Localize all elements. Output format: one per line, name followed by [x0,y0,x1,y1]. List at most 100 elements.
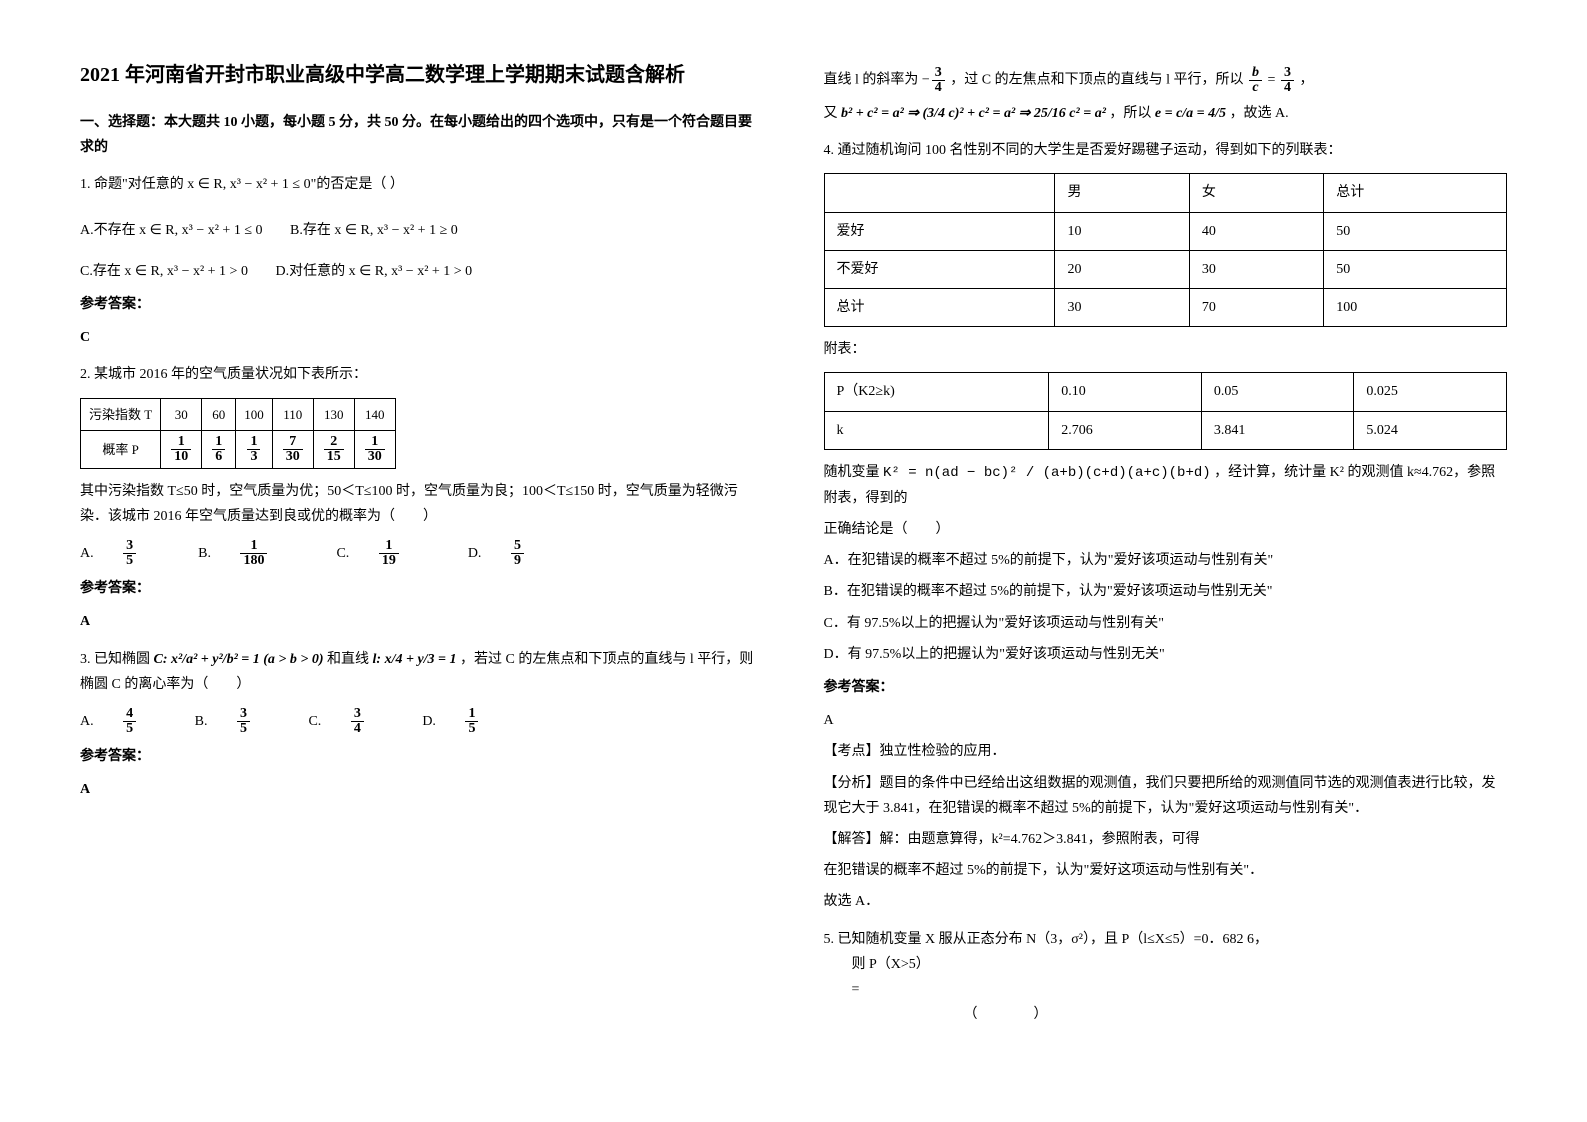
q3-stem-suffix: ，若过 C 的左焦点和下顶点的直线与 l 平行，则 [460,652,753,667]
q3-line: l: x/4 + y/3 = 1 [373,652,457,667]
q3-optD-frac: 15 [465,707,502,736]
q1-optA: A.不存在 x ∈ R, x³ − x² + 1 ≤ 0 [80,223,263,238]
q3-col2-line2-suffix: ，故选 A. [1230,106,1289,121]
q4-t1-c: 男 [1055,174,1189,212]
q3-optC-frac: 34 [351,707,388,736]
q3-solution-line2: 又 b² + c² = a² ⇒ (3/4 c)² + c² = a² ⇒ 25… [824,101,1508,126]
table-row: 不爱好 20 30 50 [824,250,1507,288]
q2-cell: 110 [161,430,202,468]
left-column: 2021 年河南省开封市职业高级中学高二数学理上学期期末试题含解析 一、选择题：… [80,60,764,1062]
q2-th-1: 60 [202,398,236,430]
q3-optA-frac: 45 [123,707,160,736]
question-5: 5. 已知随机变量 X 服从正态分布 N（3，σ²），且 P（l≤X≤5）=0．… [824,927,1508,1028]
q4-analysis-3: 【解答】解：由题意算得，k²=4.762＞3.841，参照附表，可得 [824,827,1508,852]
q4-analysis-4: 在犯错误的概率不超过 5%的前提下，认为"爱好这项运动与性别有关"． [824,858,1508,883]
q4-formula: K² = n(ad − bc)² / (a+b)(c+d)(a+c)(b+d) [883,465,1211,481]
table-row: 总计 30 70 100 [824,288,1507,326]
q4-appendix-label: 附表： [824,337,1508,362]
q3-optA-label: A. [80,714,94,729]
q3-optB-label: B. [195,714,208,729]
q4-analysis-1: 【考点】独立性检验的应用． [824,739,1508,764]
q1-options: A.不存在 x ∈ R, x³ − x² + 1 ≤ 0 B.存在 x ∈ R,… [80,218,764,243]
q2-optD-label: D. [468,546,482,561]
q1-optD: D.对任意的 x ∈ R, x³ − x² + 1 > 0 [275,264,472,279]
q2-th-5: 140 [354,398,395,430]
q4-optC: C．有 97.5%以上的把握认为"爱好该项运动与性别有关" [824,611,1508,636]
q1-options-2: C.存在 x ∈ R, x³ − x² + 1 > 0 D.对任意的 x ∈ R… [80,259,764,284]
q4-t1-c: 女 [1189,174,1323,212]
question-4: 4. 通过随机询问 100 名性别不同的大学生是否爱好踢毽子运动，得到如下的列联… [824,138,1508,914]
q2-answer: A [80,609,764,634]
q4-stem: 4. 通过随机询问 100 名性别不同的大学生是否爱好踢毽子运动，得到如下的列联… [824,138,1508,163]
q5-stem2: 则 P（X>5） [824,952,1508,977]
q2-cell: 130 [354,430,395,468]
table-row: 概率 P 110 16 13 730 215 130 [81,430,396,468]
q3-stem-prefix: 3. 已知椭圆 [80,652,150,667]
q3-stem2: 椭圆 C 的离心率为（ ） [80,672,764,697]
q3-answer-label: 参考答案： [80,744,764,769]
q4-t1-c: 总计 [1324,174,1507,212]
q2-optB-label: B. [198,546,211,561]
q2-cell: 215 [313,430,354,468]
question-3: 3. 已知椭圆 C: x²/a² + y²/b² = 1 (a > b > 0)… [80,647,764,803]
table-row: 污染指数 T 30 60 100 110 130 140 [81,398,396,430]
q4-answer: A [824,708,1508,733]
q5-stem4: （ ） [824,1002,1508,1027]
q3-answer: A [80,777,764,802]
question-2: 2. 某城市 2016 年的空气质量状况如下表所示： 污染指数 T 30 60 … [80,362,764,634]
q2-desc: 其中污染指数 T≤50 时，空气质量为优；50＜T≤100 时，空气质量为良；1… [80,479,764,529]
q2-optA-label: A. [80,546,94,561]
q3-bc-frac: bc [1249,66,1262,95]
table-row: 爱好 10 40 50 [824,212,1507,250]
q1-stem: 1. 命题"对任意的 x ∈ R, x³ − x² + 1 ≤ 0"的否定是（ … [80,172,764,197]
q2-optB-frac: 1180 [240,539,291,568]
table-row: k 2.706 3.841 5.024 [824,411,1507,449]
q3-stem-line1: 3. 已知椭圆 C: x²/a² + y²/b² = 1 (a > b > 0)… [80,647,764,672]
q3-col2-formula: b² + c² = a² ⇒ (3/4 c)² + c² = a² ⇒ 25/1… [841,106,1106,121]
q2-table-header-label: 污染指数 T [81,398,161,430]
q4-analysis-2: 【分析】题目的条件中已经给出这组数据的观测值，我们只要把所给的观测值同节选的观测… [824,771,1508,821]
q2-stem: 2. 某城市 2016 年的空气质量状况如下表所示： [80,362,764,387]
q2-options: A. 35 B. 1180 C. 119 D. 59 [80,539,764,568]
q3-solution-line1: 直线 l 的斜率为 −34 ，过 C 的左焦点和下顶点的直线与 l 平行，所以 … [824,66,1508,95]
q2-th-0: 30 [161,398,202,430]
q4-table1: 男 女 总计 爱好 10 40 50 不爱好 20 30 50 总计 30 70… [824,173,1508,327]
q3-slope-frac: 34 [932,66,945,95]
q4-table2: P（K2≥k) 0.10 0.05 0.025 k 2.706 3.841 5.… [824,372,1508,449]
q3-optC-label: C. [308,714,321,729]
q5-stem: 5. 已知随机变量 X 服从正态分布 N（3，σ²），且 P（l≤X≤5）=0．… [824,927,1508,952]
q1-optC: C.存在 x ∈ R, x³ − x² + 1 > 0 [80,264,248,279]
q2-table: 污染指数 T 30 60 100 110 130 140 概率 P 110 16… [80,398,396,469]
q4-t1-c [824,174,1055,212]
table-row: 男 女 总计 [824,174,1507,212]
q4-optB: B．在犯错误的概率不超过 5%的前提下，认为"爱好该项运动与性别无关" [824,579,1508,604]
q1-answer: C [80,325,764,350]
q2-cell: 13 [236,430,273,468]
q2-answer-label: 参考答案： [80,576,764,601]
q2-th-2: 100 [236,398,273,430]
page-title: 2021 年河南省开封市职业高级中学高二数学理上学期期末试题含解析 [80,60,764,90]
q3-optB-frac: 35 [237,707,274,736]
q5-stem3: = [824,977,1508,1002]
q3-stem-mid: 和直线 [327,652,369,667]
q1-answer-label: 参考答案： [80,292,764,317]
q4-stem2: 正确结论是（ ） [824,517,1508,542]
q2-optA-frac: 35 [123,539,160,568]
q3-col2-line1-mid: ，过 C 的左焦点和下顶点的直线与 l 平行，所以 [950,73,1243,88]
q3-34-frac: 34 [1281,66,1294,95]
q1-optB: B.存在 x ∈ R, x³ − x² + 1 ≥ 0 [290,223,458,238]
q2-optC-label: C. [336,546,349,561]
right-column: 直线 l 的斜率为 −34 ，过 C 的左焦点和下顶点的直线与 l 平行，所以 … [824,60,1508,1062]
q3-ellipse: C: x²/a² + y²/b² = 1 (a > b > 0) [154,652,324,667]
q2-row-label: 概率 P [81,430,161,468]
q4-answer-label: 参考答案： [824,675,1508,700]
q3-col2-line2-mid: ，所以 [1109,106,1151,121]
q4-analysis-5: 故选 A． [824,889,1508,914]
section1-title: 一、选择题：本大题共 10 小题，每小题 5 分，共 50 分。在每小题给出的四… [80,110,764,160]
q4-formula-prefix: 随机变量 [824,465,880,480]
q2-th-4: 130 [313,398,354,430]
question-1: 1. 命题"对任意的 x ∈ R, x³ − x² + 1 ≤ 0"的否定是（ … [80,172,764,350]
q3-col2-line1-prefix: 直线 l 的斜率为 [824,73,919,88]
q2-cell: 730 [272,430,313,468]
q3-col2-e: e = c/a = 4/5 [1155,106,1226,121]
